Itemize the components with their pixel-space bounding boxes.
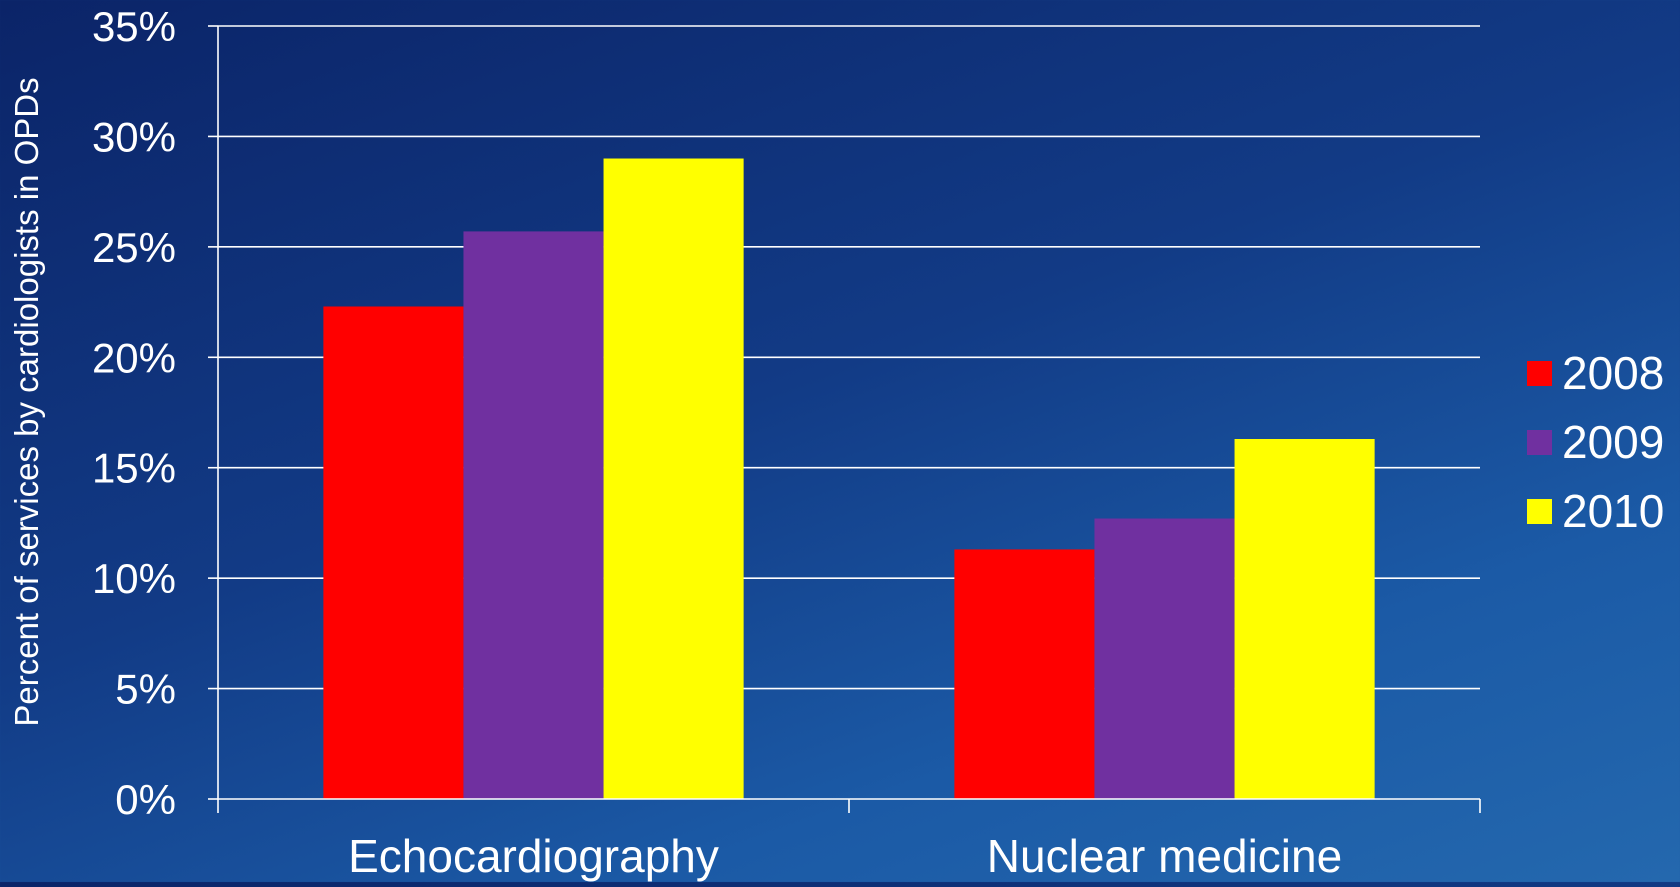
- axes: [217, 26, 1481, 813]
- y-tick-label: 5%: [115, 666, 176, 713]
- legend-label-2009: 2009: [1562, 416, 1664, 468]
- y-tick-label: 15%: [92, 445, 176, 492]
- legend-label-2010: 2010: [1562, 485, 1664, 537]
- legend-swatch-2008: [1527, 361, 1552, 386]
- legend-swatch-2009: [1527, 430, 1552, 455]
- y-tick-label: 20%: [92, 334, 176, 381]
- bar-2010-nuclear-medicine: [1234, 439, 1375, 799]
- legend-label-2008: 2008: [1562, 347, 1664, 399]
- y-tick-label: 35%: [92, 3, 176, 50]
- y-tick-labels: 0% 5% 10% 15% 20% 25% 30% 35%: [92, 3, 176, 823]
- x-tick-label: Nuclear medicine: [987, 830, 1342, 882]
- legend: 2008 2009 2010: [1527, 347, 1664, 537]
- bar-2009-nuclear-medicine: [1094, 518, 1235, 799]
- bar-2008-nuclear-medicine: [954, 549, 1095, 799]
- y-tick-label: 30%: [92, 113, 176, 160]
- legend-swatch-2010: [1527, 499, 1552, 524]
- y-tick-label: 10%: [92, 555, 176, 602]
- bars: [323, 158, 1375, 799]
- y-tick-label: 25%: [92, 224, 176, 271]
- bar-2010-echocardiography: [603, 158, 744, 799]
- y-tick-label: 0%: [115, 776, 176, 823]
- y-axis-label: Percent of services by cardiologists in …: [8, 77, 45, 726]
- bar-2008-echocardiography: [323, 306, 464, 799]
- bar-2009-echocardiography: [463, 231, 604, 799]
- x-tick-labels: Echocardiography Nuclear medicine: [348, 830, 1342, 882]
- x-tick-label: Echocardiography: [348, 830, 719, 882]
